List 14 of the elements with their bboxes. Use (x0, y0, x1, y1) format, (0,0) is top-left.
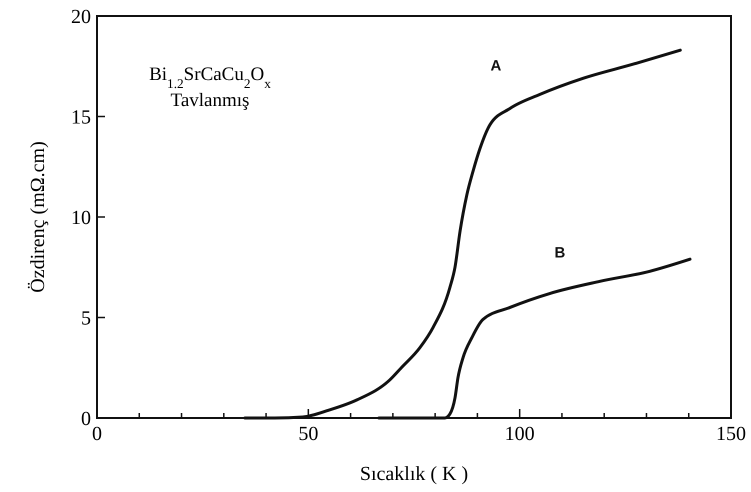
series-label: B (554, 244, 566, 262)
x-tick-label: 50 (298, 423, 318, 445)
y-tick-label: 10 (71, 207, 91, 229)
x-axis-title: Sıcaklık ( K ) (360, 463, 468, 485)
x-tick-label: 100 (504, 423, 535, 445)
y-tick-label: 20 (71, 6, 91, 28)
annotation: Tavlanmış (170, 90, 250, 111)
y-tick-label: 0 (81, 408, 91, 430)
y-tick-label: 15 (71, 106, 91, 128)
x-tick-label: 150 (716, 423, 746, 445)
y-axis-title: Özdirenç (mΩ.cm) (27, 141, 49, 293)
y-tick-label: 5 (81, 308, 91, 330)
text: A (490, 57, 502, 74)
annotation: Bi$_{1.2}$SrCaCu$_{2}$O$_{x}$ (149, 64, 272, 90)
